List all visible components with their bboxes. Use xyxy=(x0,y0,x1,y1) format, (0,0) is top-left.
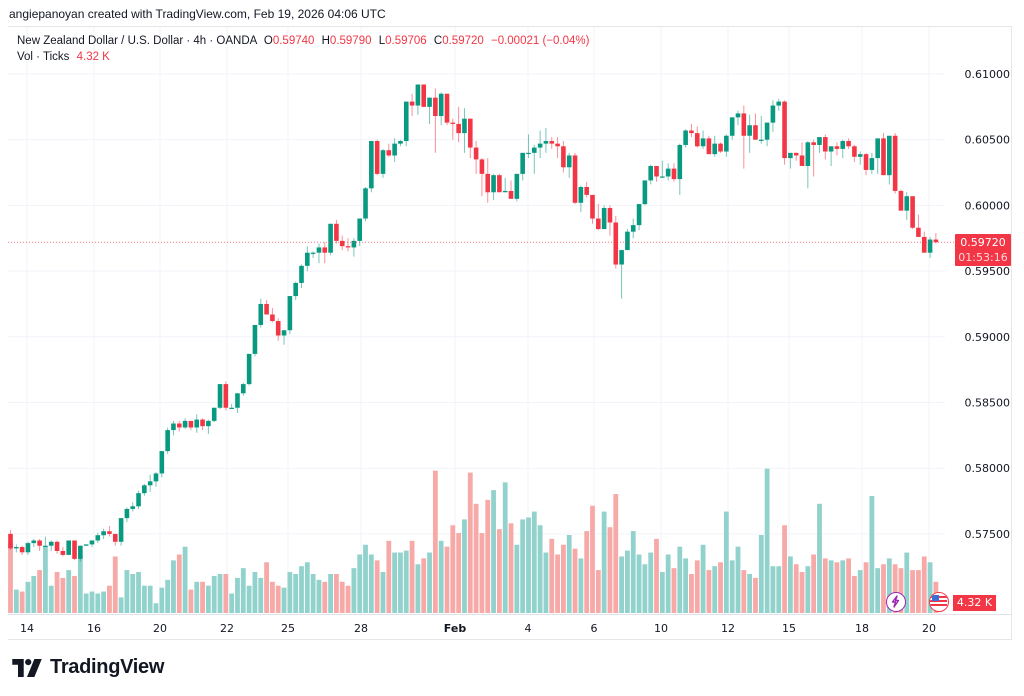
tradingview-logo-text: TradingView xyxy=(50,656,165,678)
time-axis-label: 28 xyxy=(354,622,368,635)
high-value: 0.59790 xyxy=(329,35,372,47)
legend-volume-row: Vol · Ticks 4.32 K xyxy=(17,49,589,65)
volume-last-tag: 4.32 K xyxy=(953,595,996,611)
time-axis-label: 15 xyxy=(782,622,796,635)
price-axis-label: 0.59000 xyxy=(965,331,1011,344)
time-axis-label: 16 xyxy=(87,622,101,635)
low-label: L xyxy=(378,35,386,47)
lightning-bolt-icon xyxy=(891,595,900,608)
tradingview-logo[interactable]: TradingView xyxy=(12,656,164,679)
low-value: 0.59706 xyxy=(385,35,427,47)
volume-indicator-name[interactable]: Vol · Ticks xyxy=(17,51,70,63)
time-axis-label: 18 xyxy=(855,622,869,635)
price-axis-label: 0.61000 xyxy=(965,68,1011,81)
chart-legend: New Zealand Dollar / U.S. Dollar · 4h · … xyxy=(17,33,589,65)
bar-countdown: 01:53:16 xyxy=(958,251,1008,264)
open-label: O xyxy=(263,35,273,47)
tradingview-logo-icon xyxy=(12,658,42,677)
time-axis-label: 20 xyxy=(153,622,167,635)
chart-frame xyxy=(8,26,1012,640)
last-price-tag: 0.59720 01:53:16 xyxy=(955,234,1011,266)
last-price-value: 0.59720 xyxy=(960,236,1006,249)
time-axis-label: 4 xyxy=(525,622,532,635)
close-value: 0.59720 xyxy=(442,35,484,47)
time-axis-label: 20 xyxy=(922,622,936,635)
time-axis-label: Feb xyxy=(444,622,467,635)
price-axis-label: 0.60500 xyxy=(965,134,1011,147)
open-value: 0.59740 xyxy=(272,35,315,47)
candles xyxy=(8,84,939,562)
legend-ohlc-row: New Zealand Dollar / U.S. Dollar · 4h · … xyxy=(17,33,589,49)
us-flag-icon xyxy=(930,593,947,610)
price-axis-label: 0.60000 xyxy=(965,199,1011,212)
lightning-event-icon[interactable] xyxy=(886,592,906,612)
volume-value: 4.32 K xyxy=(76,51,110,63)
price-axis-label: 0.58000 xyxy=(965,462,1011,475)
time-axis-label: 14 xyxy=(20,622,34,635)
symbol-description[interactable]: New Zealand Dollar / U.S. Dollar · 4h · … xyxy=(17,35,257,47)
time-axis-label: 12 xyxy=(721,622,735,635)
close-label: C xyxy=(433,35,443,47)
price-axis-label: 0.57500 xyxy=(965,528,1011,541)
time-axis-label: 25 xyxy=(281,622,295,635)
change-value: −0.00021 (−0.04%) xyxy=(490,35,590,47)
volume-bars xyxy=(8,468,939,613)
price-axis-label: 0.58500 xyxy=(965,397,1011,410)
time-axis-label: 6 xyxy=(591,622,598,635)
high-label: H xyxy=(321,35,330,47)
chart-attribution: angiepanoyan created with TradingView.co… xyxy=(9,7,386,21)
time-axis-label: 10 xyxy=(654,622,668,635)
price-axis-label: 0.59500 xyxy=(965,265,1011,278)
time-axis-label: 22 xyxy=(220,622,234,635)
us-flag-event-icon[interactable] xyxy=(929,592,949,612)
